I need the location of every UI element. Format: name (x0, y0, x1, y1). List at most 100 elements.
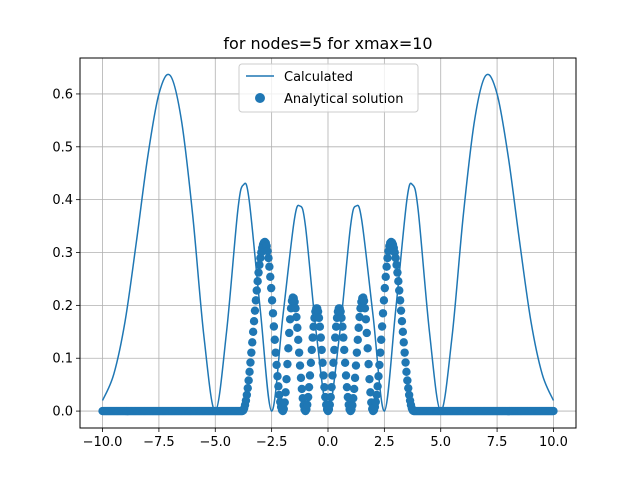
analytical-point (348, 401, 357, 410)
analytical-point (284, 344, 293, 353)
analytical-point (372, 390, 381, 400)
analytical-point (330, 345, 339, 355)
analytical-point (317, 345, 326, 355)
analytical-point (268, 309, 278, 318)
series-layer (98, 73, 558, 416)
analytical-point (349, 384, 359, 394)
analytical-point (397, 317, 407, 326)
analytical-point (294, 335, 303, 345)
analytical-point (342, 382, 352, 392)
analytical-point (266, 283, 276, 293)
analytical-point (266, 272, 275, 281)
analytical-point (296, 373, 306, 383)
analytical-point (395, 296, 405, 305)
analytical-point (354, 323, 363, 332)
y-axis: 0.0 0.1 0.2 0.3 0.4 0.5 0.6 (52, 87, 80, 420)
analytical-point (402, 367, 411, 377)
analytical-point (363, 344, 372, 353)
analytical-point (314, 313, 324, 323)
chart-title: for nodes=5 for xmax=10 (223, 34, 432, 53)
legend-analytical-label: Analytical solution (284, 92, 403, 107)
analytical-point (269, 322, 279, 331)
analytical-point (292, 312, 301, 322)
analytical-point (252, 286, 261, 295)
analytical-point (279, 404, 289, 414)
x-tick-label: 0.0 (318, 435, 339, 450)
analytical-point (305, 371, 315, 380)
analytical-point (380, 283, 390, 293)
analytical-point (244, 376, 253, 385)
analytical-point (297, 384, 307, 394)
analytical-point (249, 317, 259, 326)
analytical-point (353, 335, 362, 345)
analytical-point (401, 358, 410, 367)
analytical-point (242, 390, 252, 400)
legend-box (238, 63, 419, 113)
analytical-point (352, 348, 362, 357)
analytical-point (341, 371, 351, 380)
analytical-point (293, 323, 302, 332)
analytical-point (307, 345, 316, 355)
analytical-point (316, 333, 325, 342)
analytical-point (308, 333, 317, 342)
analytical-point (282, 374, 291, 384)
analytical-point (331, 333, 340, 342)
analytical-point (364, 359, 373, 369)
legend-analytical-swatch (255, 93, 265, 103)
analytical-point (340, 345, 349, 355)
analytical-point (399, 338, 408, 347)
analytical-point (379, 296, 389, 305)
legend-calculated-label: Calculated (284, 70, 353, 85)
analytical-point (361, 315, 371, 324)
x-tick-label: −7.5 (143, 435, 175, 450)
analytical-point (271, 348, 280, 357)
analytical-point (351, 361, 361, 370)
y-tick-label: 0.6 (52, 87, 73, 102)
analytical-point (303, 392, 313, 402)
analytical-point (339, 333, 348, 342)
analytical-point (383, 253, 392, 263)
analytical-point (255, 260, 264, 270)
x-tick-label: 2.5 (374, 435, 395, 450)
analytical-point (549, 406, 558, 416)
x-tick-label: 7.5 (487, 435, 508, 450)
analytical-point (270, 335, 279, 344)
x-tick-label: 5.0 (430, 435, 451, 450)
analytical-solution-series (98, 237, 558, 416)
analytical-point (315, 322, 325, 331)
analytical-point (377, 335, 386, 344)
y-tick-label: 0.4 (52, 193, 73, 208)
analytical-point (391, 253, 400, 263)
analytical-point (283, 359, 292, 369)
analytical-point (246, 358, 255, 367)
analytical-point (248, 327, 258, 337)
x-tick-label: −10.0 (83, 435, 123, 450)
analytical-point (362, 328, 371, 338)
analytical-point (247, 348, 256, 357)
analytical-point (359, 296, 369, 306)
analytical-point (404, 383, 413, 393)
analytical-point (303, 400, 312, 409)
analytical-point (349, 394, 358, 403)
analytical-point (360, 304, 370, 313)
analytical-point (264, 253, 273, 263)
analytical-point (392, 260, 401, 270)
y-tick-label: 0.1 (52, 352, 73, 367)
analytical-point (382, 262, 391, 271)
analytical-point (251, 296, 261, 305)
x-tick-label: 10.0 (539, 435, 568, 450)
analytical-point (265, 262, 274, 271)
analytical-point (243, 383, 252, 393)
analytical-point (290, 297, 299, 307)
analytical-point (294, 348, 304, 357)
y-tick-label: 0.0 (52, 405, 73, 420)
analytical-point (377, 322, 387, 331)
y-tick-label: 0.3 (52, 246, 73, 261)
x-tick-label: −2.5 (256, 435, 288, 450)
analytical-point (267, 296, 277, 305)
analytical-point (376, 348, 385, 357)
analytical-point (366, 388, 375, 397)
x-axis: −10.0 −7.5 −5.0 −2.5 0.0 2.5 5.0 7.5 10.0 (83, 428, 568, 450)
analytical-point (263, 246, 272, 256)
analytical-point (285, 315, 295, 324)
